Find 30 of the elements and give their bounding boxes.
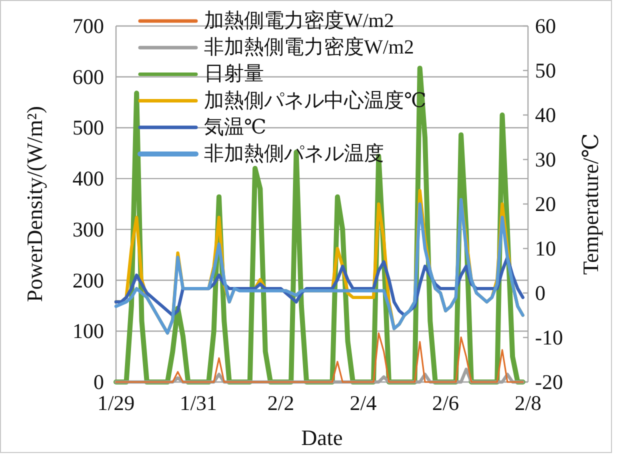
legend-label: 加熱側電力密度W/m2: [204, 10, 394, 32]
y2-tick-label: -10: [535, 326, 563, 350]
y-tick-label: 200: [72, 268, 104, 292]
legend-label: 日射量: [204, 63, 264, 86]
y2-tick-label: 10: [535, 236, 556, 260]
y-tick-label: 100: [72, 319, 104, 344]
y-tick-label: 700: [72, 14, 104, 38]
y2-tick-label: 30: [535, 148, 556, 172]
y2-axis-title: Temperature/℃: [578, 133, 603, 275]
y2-tick-label: -20: [535, 370, 563, 394]
y-tick-label: 600: [72, 64, 104, 89]
x-tick-label: 1/31: [180, 391, 218, 415]
x-tick-label: 2/2: [267, 391, 294, 415]
y-tick-label: 0: [94, 370, 104, 394]
y-tick-label: 400: [72, 166, 104, 191]
y2-tick-label: 0: [535, 281, 546, 305]
y2-tick-label: 20: [535, 192, 556, 216]
x-tick-label: 2/8: [514, 391, 542, 415]
x-tick-label: 1/29: [97, 391, 135, 415]
y2-tick-label: 60: [535, 14, 556, 38]
y2-tick-label: 50: [535, 58, 556, 82]
legend-label: 非加熱側電力密度W/m2: [204, 36, 414, 59]
y2-tick-label: 40: [535, 103, 556, 127]
x-tick-label: 2/4: [350, 391, 378, 415]
y-tick-label: 300: [72, 217, 104, 242]
legend-label: 気温℃: [204, 116, 266, 138]
y-tick-label: 500: [72, 116, 104, 140]
x-tick-label: 2/6: [432, 391, 460, 415]
x-axis-title: Date: [301, 425, 343, 450]
y-axis-title: PowerDensity/(W/m²): [22, 106, 47, 302]
